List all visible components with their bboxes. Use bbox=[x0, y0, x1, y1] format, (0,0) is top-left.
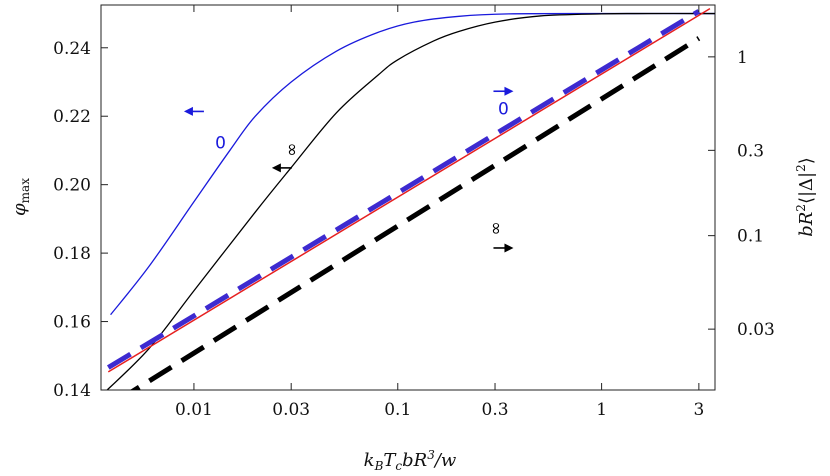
series-line-2 bbox=[106, 12, 715, 390]
y-right-tick-label: 1 bbox=[737, 48, 748, 68]
y-left-tick-label: 0.24 bbox=[53, 39, 91, 59]
x-tick-label: 0.01 bbox=[175, 400, 213, 420]
x-tick-label: 0.03 bbox=[272, 400, 310, 420]
y-right-tick-label: 0.3 bbox=[737, 141, 764, 161]
series-line-3 bbox=[107, 8, 711, 373]
y-left-tick-label: 0.16 bbox=[53, 313, 91, 333]
curve-label: ∞ bbox=[486, 221, 506, 235]
x-tick-label: 1 bbox=[596, 400, 607, 420]
axis-arrow bbox=[271, 163, 292, 173]
x-tick-label: 0.1 bbox=[384, 400, 411, 420]
series-line-1 bbox=[110, 12, 715, 316]
series-group bbox=[106, 8, 715, 390]
axis-arrow bbox=[493, 86, 514, 96]
axis-arrow bbox=[493, 243, 514, 253]
curve-label: ∞ bbox=[282, 142, 302, 156]
y-axis-left-title: φmax bbox=[9, 178, 32, 216]
y-right-tick-label: 0.1 bbox=[737, 227, 764, 247]
y-left-tick-label: 0.14 bbox=[53, 381, 91, 401]
y-right-tick-label: 0.03 bbox=[737, 320, 775, 340]
y-left-tick-label: 0.18 bbox=[53, 244, 91, 264]
curve-label: 0 bbox=[498, 100, 509, 120]
y-left-tick-label: 0.20 bbox=[53, 176, 91, 196]
series-line-5 bbox=[129, 36, 701, 390]
plot-frame bbox=[100, 4, 716, 391]
y-left-tick-label: 0.22 bbox=[53, 107, 91, 127]
series-line-4 bbox=[106, 9, 701, 370]
annotations-group: 0 0 ∞ ∞ bbox=[183, 86, 514, 253]
axis-arrow bbox=[183, 106, 204, 116]
x-tick-label: 3 bbox=[693, 400, 704, 420]
curve-label: 0 bbox=[215, 134, 226, 154]
ticks-group: 0.01 0.03 0.1 0.3 1 3 0.14 0.16 0.18 0.20 0.22 0.24… bbox=[53, 5, 775, 420]
x-axis-title: kBTcbR3/w bbox=[364, 448, 457, 473]
y-axis-right-title: bR2⟨|Δ|2⟩ bbox=[794, 157, 817, 237]
x-tick-label: 0.3 bbox=[482, 400, 509, 420]
